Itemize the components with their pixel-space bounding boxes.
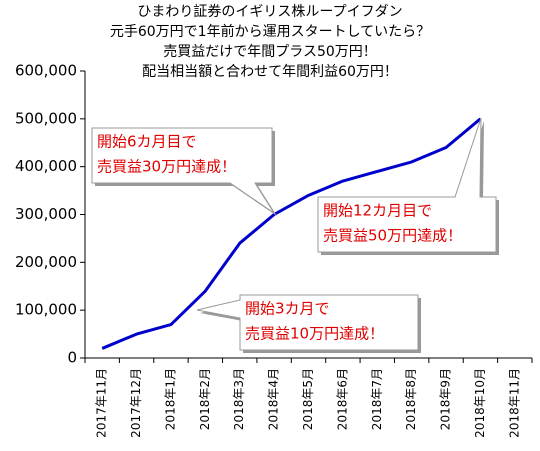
chart-title: 売買益だけで年間プラス50万円！ — [163, 44, 377, 60]
y-tick-label: 0 — [67, 349, 77, 367]
annotation: 売買益50万円達成！ — [323, 227, 462, 245]
y-tick-label: 200,000 — [15, 253, 77, 271]
y-tick-label: 300,000 — [15, 205, 77, 223]
x-tick-label: 2018年10月 — [473, 368, 487, 438]
callout-box — [91, 127, 275, 214]
x-tick-label: 2018年5月 — [301, 368, 315, 430]
x-tick-label: 2018年1月 — [163, 368, 177, 430]
x-tick-label: 2018年7月 — [370, 368, 384, 430]
data-line — [101, 117, 482, 350]
x-tick-label: 2018年6月 — [335, 368, 349, 430]
x-tick-label: 2018年8月 — [404, 368, 418, 430]
annotation: 開始6カ月目で — [97, 133, 197, 151]
x-tick-label: 2018年4月 — [267, 368, 281, 430]
x-tick-label: 2017年11月 — [95, 368, 109, 438]
x-tick-label: 2018年2月 — [198, 368, 212, 430]
x-tick-label: 2018年9月 — [439, 368, 453, 430]
annotation: 開始3カ月で — [245, 300, 330, 318]
annotation: 開始12カ月目で — [323, 202, 432, 220]
annotation: 売買益30万円達成！ — [97, 158, 236, 176]
annotation: 売買益10万円達成！ — [245, 325, 384, 343]
x-tick-label: 2018年3月 — [232, 368, 246, 430]
callout-box — [196, 294, 419, 351]
y-tick-label: 500,000 — [15, 109, 77, 127]
x-tick-label: 2018年11月 — [507, 368, 521, 438]
y-tick-label: 100,000 — [15, 301, 77, 319]
chart-title: 元手60万円で1年前から運用スタートしていたら？ — [110, 23, 430, 40]
chart-title: ひまわり証券のイギリス株ループイフダン — [137, 4, 402, 20]
callout-box — [317, 117, 497, 253]
y-tick-label: 400,000 — [15, 157, 77, 175]
y-tick-label: 600,000 — [15, 62, 77, 80]
x-tick-label: 2017年12月 — [129, 368, 143, 438]
chart-title: 配当相当額と合わせて年間利益60万円！ — [142, 64, 398, 80]
